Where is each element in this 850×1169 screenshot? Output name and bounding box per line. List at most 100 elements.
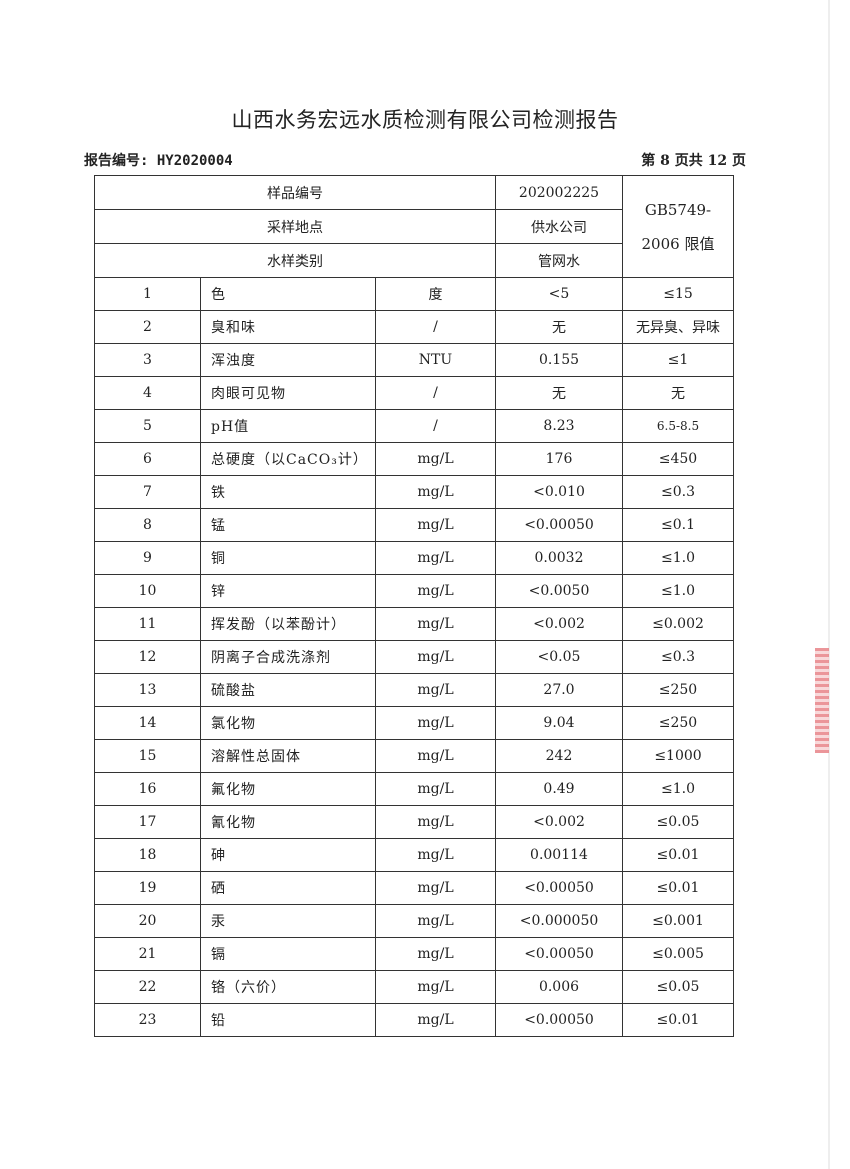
table-row: 18 砷 mg/L 0.00114 ≤0.01 — [94, 838, 734, 872]
item-name: 总硬度（以CaCO₃计） — [200, 442, 376, 476]
item-name: 氯化物 — [200, 706, 376, 740]
result-value: <5 — [495, 277, 623, 311]
item-name: 肉眼可见物 — [200, 376, 376, 410]
row-number: 13 — [94, 673, 201, 707]
row-number: 22 — [94, 970, 201, 1004]
result-value: 9.04 — [495, 706, 623, 740]
unit: mg/L — [375, 607, 496, 641]
limit-value: 无异臭、异味 — [622, 310, 734, 344]
item-name: 氰化物 — [200, 805, 376, 839]
item-name: 铬（六价） — [200, 970, 376, 1004]
limit-value: ≤0.01 — [622, 871, 734, 905]
limit-value: ≤0.1 — [622, 508, 734, 542]
unit: mg/L — [375, 937, 496, 971]
row-number: 3 — [94, 343, 201, 377]
row-number: 2 — [94, 310, 201, 344]
table-row: 16 氟化物 mg/L 0.49 ≤1.0 — [94, 772, 734, 806]
limit-value: ≤0.3 — [622, 475, 734, 509]
unit: / — [375, 310, 496, 344]
unit: mg/L — [375, 508, 496, 542]
location-value: 供水公司 — [495, 209, 623, 244]
sample-no-value: 202002225 — [495, 175, 623, 210]
result-value: <0.010 — [495, 475, 623, 509]
unit: mg/L — [375, 772, 496, 806]
unit: mg/L — [375, 970, 496, 1004]
item-name: 汞 — [200, 904, 376, 938]
item-name: 铁 — [200, 475, 376, 509]
row-number: 18 — [94, 838, 201, 872]
standard-header: GB5749- 2006 限值 — [622, 175, 734, 278]
header-row-sample-no: 样品编号 202002225 GB5749- 2006 限值 — [94, 175, 734, 278]
row-number: 8 — [94, 508, 201, 542]
limit-value: 6.5-8.5 — [622, 409, 734, 443]
result-value: <0.002 — [495, 805, 623, 839]
header-row-location: 采样地点 供水公司 — [94, 209, 734, 244]
row-number: 6 — [94, 442, 201, 476]
item-name: 砷 — [200, 838, 376, 872]
result-value: 0.0032 — [495, 541, 623, 575]
item-name: 浑浊度 — [200, 343, 376, 377]
table-row: 14 氯化物 mg/L 9.04 ≤250 — [94, 706, 734, 740]
result-value: 176 — [495, 442, 623, 476]
limit-value: ≤0.01 — [622, 838, 734, 872]
limit-value: ≤250 — [622, 706, 734, 740]
row-number: 14 — [94, 706, 201, 740]
location-label: 采样地点 — [94, 209, 496, 244]
result-value: <0.05 — [495, 640, 623, 674]
result-value: <0.00050 — [495, 937, 623, 971]
limit-value: ≤0.005 — [622, 937, 734, 971]
unit: mg/L — [375, 541, 496, 575]
row-number: 4 — [94, 376, 201, 410]
table-row: 7 铁 mg/L <0.010 ≤0.3 — [94, 475, 734, 509]
row-number: 19 — [94, 871, 201, 905]
unit: / — [375, 376, 496, 410]
limit-value: ≤0.002 — [622, 607, 734, 641]
unit: mg/L — [375, 574, 496, 608]
unit: mg/L — [375, 805, 496, 839]
table-row: 10 锌 mg/L <0.0050 ≤1.0 — [94, 574, 734, 608]
results-table: 样品编号 202002225 GB5749- 2006 限值 采样地点 供水公司… — [94, 175, 734, 1037]
seal-stamp-fragment — [815, 648, 829, 753]
row-number: 5 — [94, 409, 201, 443]
row-number: 10 — [94, 574, 201, 608]
unit: mg/L — [375, 706, 496, 740]
item-name: 氟化物 — [200, 772, 376, 806]
result-value: 无 — [495, 310, 623, 344]
item-name: 溶解性总固体 — [200, 739, 376, 773]
row-number: 17 — [94, 805, 201, 839]
table-row: 12 阴离子合成洗涤剂 mg/L <0.05 ≤0.3 — [94, 640, 734, 674]
result-value: <0.0050 — [495, 574, 623, 608]
limit-value: ≤1.0 — [622, 772, 734, 806]
result-value: <0.000050 — [495, 904, 623, 938]
item-name: pH值 — [200, 409, 376, 443]
row-number: 16 — [94, 772, 201, 806]
limit-value: ≤0.05 — [622, 970, 734, 1004]
standard-line1: GB5749- — [644, 200, 712, 219]
table-row: 9 铜 mg/L 0.0032 ≤1.0 — [94, 541, 734, 575]
limit-value: ≤1 — [622, 343, 734, 377]
table-row: 3 浑浊度 NTU 0.155 ≤1 — [94, 343, 734, 377]
item-name: 硒 — [200, 871, 376, 905]
limit-value: ≤0.3 — [622, 640, 734, 674]
table-row: 15 溶解性总固体 mg/L 242 ≤1000 — [94, 739, 734, 773]
row-number: 12 — [94, 640, 201, 674]
row-number: 7 — [94, 475, 201, 509]
result-value: 0.49 — [495, 772, 623, 806]
page-info: 第 8 页共 12 页 — [641, 153, 746, 169]
unit: 度 — [375, 277, 496, 311]
table-row: 22 铬（六价） mg/L 0.006 ≤0.05 — [94, 970, 734, 1004]
result-value: <0.00050 — [495, 871, 623, 905]
row-number: 23 — [94, 1003, 201, 1037]
row-number: 21 — [94, 937, 201, 971]
result-value: 242 — [495, 739, 623, 773]
row-number: 15 — [94, 739, 201, 773]
unit: NTU — [375, 343, 496, 377]
row-number: 20 — [94, 904, 201, 938]
scan-edge — [828, 0, 830, 1169]
row-number: 11 — [94, 607, 201, 641]
type-value: 管网水 — [495, 243, 623, 278]
limit-value: ≤250 — [622, 673, 734, 707]
table-row: 5 pH值/8.23 6.5-8.5 — [94, 409, 734, 443]
table-row: 6 总硬度（以CaCO₃计） mg/L 176 ≤450 — [94, 442, 734, 476]
limit-value: ≤450 — [622, 442, 734, 476]
